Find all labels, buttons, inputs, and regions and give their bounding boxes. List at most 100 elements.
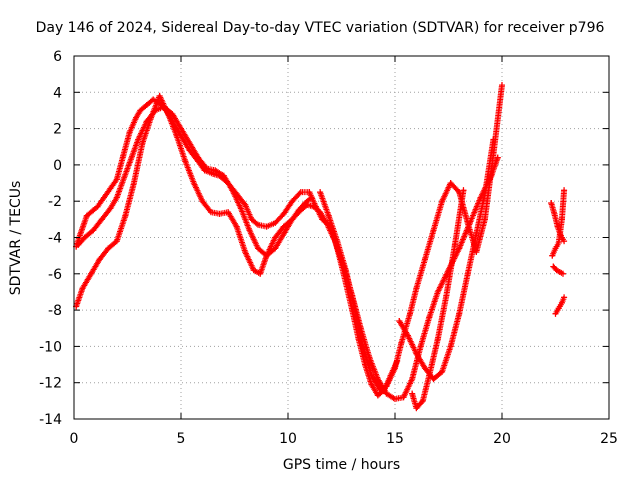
data-point: [122, 212, 129, 219]
data-point: [160, 103, 167, 110]
data-point: [81, 234, 88, 241]
data-point: [272, 219, 279, 226]
data-point: [139, 140, 146, 147]
data-point: [156, 92, 163, 99]
y-tick-label: -6: [48, 267, 62, 283]
data-point: [90, 227, 97, 234]
data-point: [549, 252, 556, 259]
data-point: [143, 102, 150, 109]
data-point: [400, 394, 407, 401]
data-point: [133, 114, 140, 121]
data-point: [559, 270, 566, 277]
data-point: [302, 200, 309, 207]
series-track-j: [552, 294, 568, 317]
data-point: [248, 216, 255, 223]
data-point: [561, 294, 568, 301]
data-point: [289, 198, 296, 205]
data-point: [456, 310, 463, 317]
data-point: [96, 256, 103, 263]
series-track-f: [409, 187, 467, 412]
data-point: [280, 230, 287, 237]
data-point: [310, 203, 317, 210]
data-point: [368, 381, 375, 388]
x-tick-label: 10: [279, 431, 297, 447]
data-point: [499, 82, 505, 89]
data-point: [229, 187, 236, 194]
data-point: [460, 187, 467, 194]
data-point: [280, 210, 287, 217]
series-track-c: [75, 103, 315, 259]
data-point: [464, 219, 471, 226]
data-point: [173, 132, 180, 139]
data-point: [88, 270, 95, 277]
data-point: [383, 383, 390, 390]
y-tick-label: -8: [48, 303, 62, 319]
data-point: [430, 376, 437, 383]
data-point: [552, 245, 559, 252]
data-point: [295, 207, 302, 214]
data-point: [306, 189, 313, 196]
data-point: [272, 245, 279, 252]
data-point: [308, 194, 315, 201]
data-point: [447, 343, 454, 350]
y-tick-label: -2: [48, 194, 62, 210]
data-point: [178, 125, 184, 132]
marker-trail: [73, 96, 401, 399]
data-point: [94, 203, 101, 210]
data-point: [242, 201, 249, 208]
data-point: [317, 209, 324, 216]
data-point: [169, 111, 176, 118]
x-tick-label: 5: [177, 431, 186, 447]
data-point: [398, 339, 405, 346]
data-point: [263, 252, 270, 259]
data-point: [374, 392, 381, 399]
data-point: [207, 209, 214, 216]
x-tick-label: 15: [386, 431, 404, 447]
data-point: [212, 167, 219, 174]
data-point: [406, 310, 413, 317]
data-point: [359, 343, 366, 350]
data-point: [548, 200, 555, 207]
data-point: [242, 249, 249, 256]
data-point: [426, 314, 433, 321]
data-point: [113, 238, 120, 245]
data-point: [552, 310, 559, 317]
data-point: [342, 267, 349, 274]
data-point: [120, 152, 127, 159]
marker-trail: [396, 136, 497, 383]
data-point: [190, 180, 197, 187]
series-track-a: [73, 96, 401, 399]
data-point: [555, 305, 562, 312]
data-point: [90, 207, 97, 214]
data-point: [421, 365, 428, 372]
data-point: [409, 376, 416, 383]
data-point: [79, 285, 86, 292]
data-point: [317, 189, 324, 196]
axis-ticks: 0 5 10 15 20 25 -14 -12 -10 -8 -6 -4 -2 0 2 4 6: [39, 49, 618, 447]
data-point: [404, 332, 411, 339]
data-point: [434, 288, 441, 295]
data-point: [392, 396, 398, 403]
y-tick-label: 2: [53, 122, 62, 138]
data-point: [417, 343, 424, 350]
data-point: [137, 107, 144, 114]
y-tick-label: -4: [48, 231, 62, 247]
data-point: [255, 245, 262, 252]
data-point: [263, 223, 270, 230]
data-point: [83, 212, 90, 219]
data-point: [419, 397, 426, 404]
series-track-h: [549, 187, 568, 259]
series-track-i: [550, 263, 566, 277]
y-tick-label: -12: [39, 376, 62, 392]
data-point: [289, 216, 296, 223]
data-point: [143, 118, 150, 125]
data-point: [150, 96, 157, 103]
series-track-d: [317, 82, 505, 393]
data-point: [447, 180, 454, 187]
data-point: [558, 216, 565, 223]
y-tick-label: -14: [39, 412, 62, 428]
data-point: [237, 205, 244, 212]
data-point: [556, 268, 563, 275]
data-point: [481, 190, 488, 197]
data-point: [464, 270, 471, 277]
